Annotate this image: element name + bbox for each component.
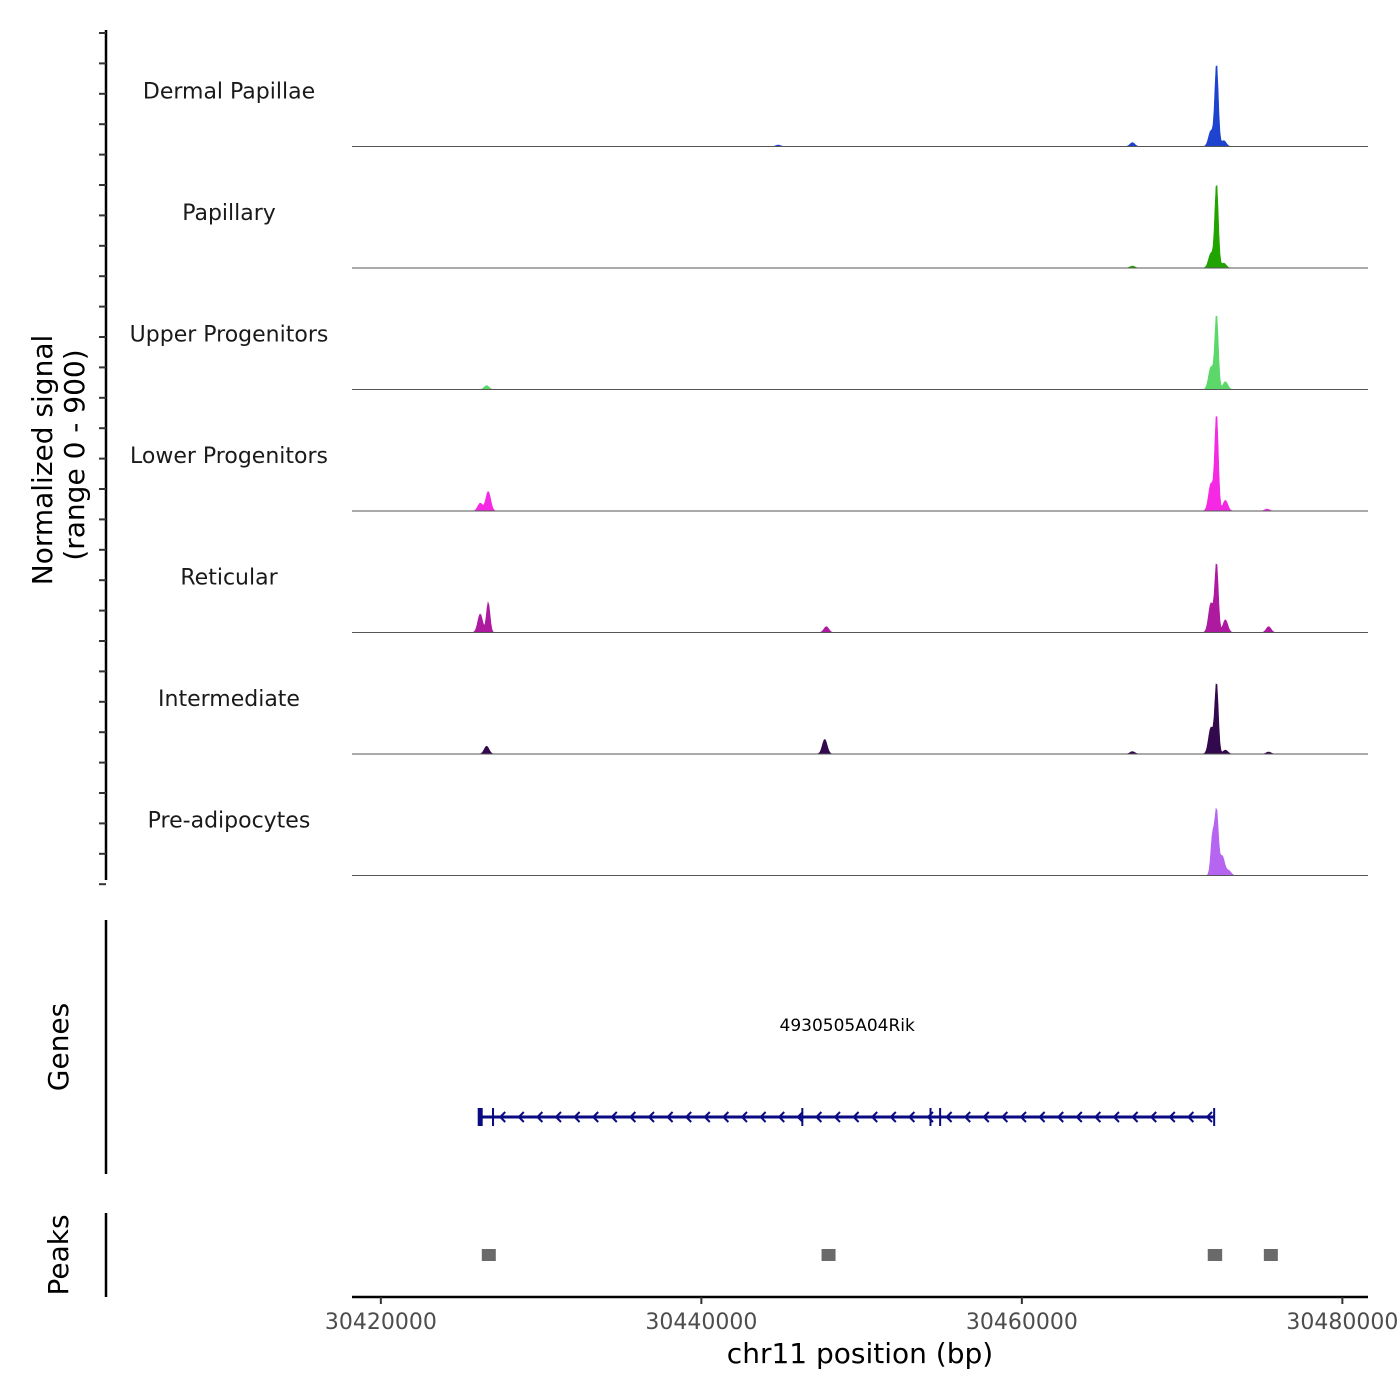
exon-mark [939,1108,942,1126]
strand-arrow [591,1111,599,1123]
signal-y-axis [99,30,108,886]
gene-name-label: 4930505A04Rik [780,1016,916,1036]
x-tick-label: 30480000 [1286,1310,1398,1335]
x-tick-label: 30440000 [645,1310,757,1335]
x-axis-title: chr11 position (bp) [727,1337,993,1370]
strand-arrow [573,1111,581,1123]
track-label: Pre-adipocytes [148,809,311,834]
strand-arrow [1019,1111,1027,1123]
coverage-area [352,315,1368,390]
strand-arrow [610,1111,618,1123]
strand-arrow [721,1111,730,1123]
coverage-tracks: Dermal Papillae Papillary Upper Progenitor… [130,65,1368,876]
strand-arrow [1205,1111,1213,1123]
strand-arrow [1131,1111,1139,1123]
track-label: Intermediate [158,687,300,712]
strand-arrow [628,1111,637,1123]
strand-arrow [945,1111,953,1123]
track-pre-adipocytes: Pre-adipocytes [148,807,1368,876]
exon-mark [477,1108,483,1126]
strand-arrow [1038,1111,1046,1123]
exon-mark [1213,1108,1216,1126]
strand-arrow [833,1111,841,1123]
strand-arrow [1075,1111,1083,1123]
track-label: Papillary [182,201,276,226]
peak-region [1207,1249,1223,1261]
track-label: Lower Progenitors [130,444,328,469]
y-axis-title-line1: Normalized signal [26,335,59,586]
peaks-track: Peaks [42,1213,1278,1297]
x-tick-label: 30460000 [966,1310,1078,1335]
exon-mark [801,1108,804,1126]
strand-arrow [1056,1111,1064,1123]
strand-arrow [1112,1111,1120,1123]
exon-mark [492,1108,495,1126]
track-reticular: Reticular [180,563,1368,633]
strand-arrow [907,1111,916,1123]
strand-arrow [777,1111,785,1123]
track-label: Reticular [180,566,278,591]
strand-arrow [1186,1111,1195,1123]
strand-arrow [963,1111,971,1123]
coverage-area [352,683,1368,755]
strand-arrow [666,1111,674,1123]
strand-arrow [982,1111,990,1123]
y-axis-title-line2: (range 0 - 900) [58,349,91,560]
genes-track-label: Genes [42,1003,75,1091]
strand-arrow [852,1111,860,1123]
track-upper-progenitors: Upper Progenitors [130,315,1368,390]
strand-arrow [498,1111,506,1123]
track-papillary: Papillary [182,185,1368,269]
track-intermediate: Intermediate [158,683,1368,755]
strand-arrow [535,1111,544,1123]
peak-region [821,1249,836,1261]
coverage-area [352,185,1368,269]
x-axis: 30420000 30440000 30460000 30480000 [325,1295,1398,1335]
strand-arrow [740,1111,748,1123]
coverage-area [352,65,1368,147]
strand-arrow [889,1111,897,1123]
strand-arrow [517,1111,525,1123]
strand-arrow [1149,1111,1157,1123]
strand-arrow [684,1111,692,1123]
strand-arrow [703,1111,711,1123]
strand-arrow [796,1111,804,1123]
strand-arrow [814,1111,823,1123]
strand-arrow [1168,1111,1176,1123]
gene-4930505a04rik: 4930505A04Rik [477,1016,1216,1126]
genes-track: Genes 4930505A04Rik [42,920,1216,1174]
x-tick-label: 30420000 [325,1310,437,1335]
coverage-area [352,563,1368,633]
strand-arrow [1093,1111,1102,1123]
coverage-area [352,416,1368,512]
peaks-track-label: Peaks [42,1214,75,1295]
peak-region [481,1249,496,1261]
track-label: Upper Progenitors [130,323,329,348]
strand-arrow [759,1111,767,1123]
track-dermal-papillae: Dermal Papillae [143,65,1368,147]
strand-arrow [1000,1111,1009,1123]
track-lower-progenitors: Lower Progenitors [130,416,1368,512]
track-label: Dermal Papillae [143,80,315,105]
strand-arrow [554,1111,562,1123]
strand-arrow [870,1111,878,1123]
peak-region [1263,1249,1278,1261]
coverage-area [352,807,1368,876]
exon-mark [929,1108,932,1126]
strand-arrow [647,1111,655,1123]
